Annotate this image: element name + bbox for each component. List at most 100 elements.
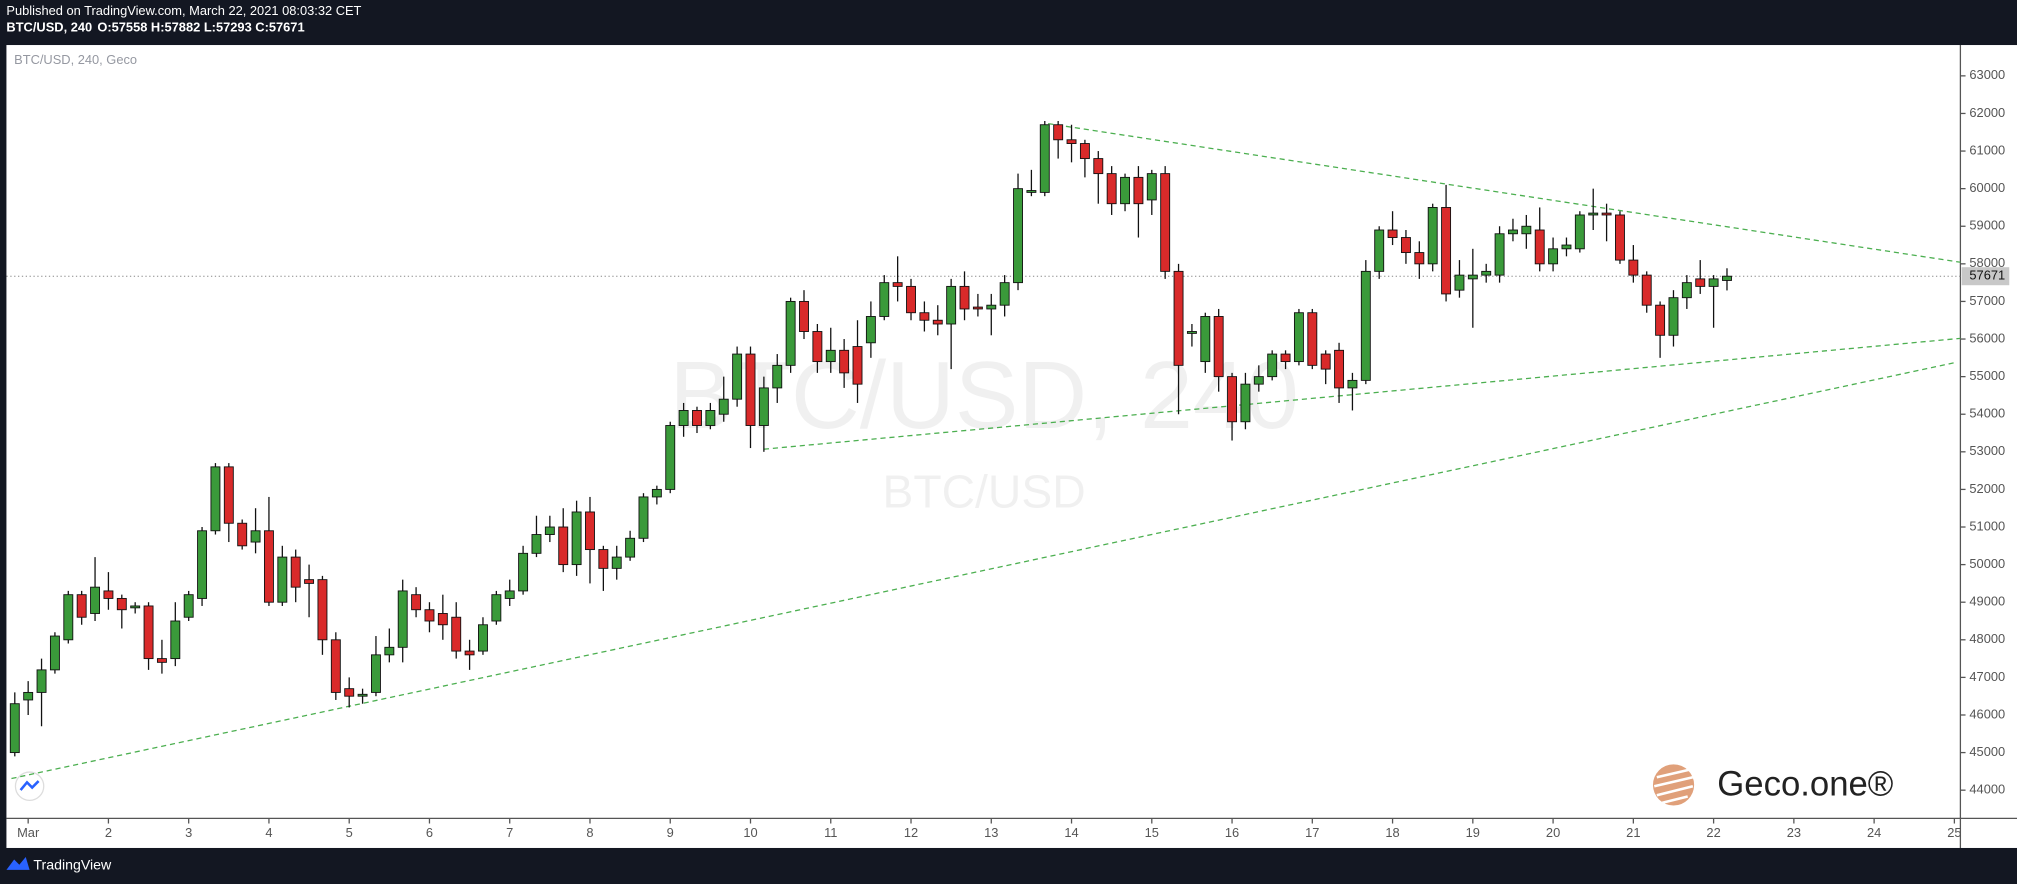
candle-body	[598, 549, 609, 569]
y-tick-label: 53000	[1969, 443, 2005, 458]
published-line: Published on TradingView.com, March 22, …	[6, 3, 361, 18]
candle-body	[1240, 383, 1251, 423]
candle-body	[1293, 312, 1304, 363]
candle-body	[344, 688, 355, 697]
candle-body	[1400, 237, 1411, 254]
candle-body	[1347, 379, 1358, 389]
x-tick-label: 17	[1305, 825, 1319, 840]
footer-text: TradingView	[33, 857, 112, 873]
candle-body	[972, 306, 983, 310]
candle-body	[919, 312, 930, 321]
candle-body	[197, 530, 208, 599]
candle-body	[1681, 282, 1692, 299]
candle-body	[1695, 278, 1706, 287]
candle-body	[1427, 206, 1438, 265]
x-tick-label: 6	[426, 825, 433, 840]
x-tick-label: 7	[506, 825, 513, 840]
y-tick-label: 48000	[1969, 631, 2005, 646]
last-price-label: 57671	[1969, 268, 2005, 283]
x-tick-label: 2	[105, 825, 112, 840]
chart-area	[6, 45, 2017, 848]
candle-body	[1160, 173, 1171, 272]
candle-body	[1494, 233, 1505, 276]
trendline	[11, 362, 1955, 780]
candle-body	[732, 353, 743, 400]
candle-body	[451, 616, 462, 652]
candle-body	[571, 511, 582, 566]
x-tick-label: 9	[667, 825, 674, 840]
candle-body	[665, 425, 676, 490]
x-tick-label: 22	[1706, 825, 1720, 840]
candle-body	[611, 556, 622, 569]
last-price-box	[1961, 267, 2010, 286]
y-tick-label: 52000	[1969, 481, 2005, 496]
x-tick-label: 24	[1867, 825, 1881, 840]
y-tick-label: 60000	[1969, 180, 2005, 195]
candle-body	[1414, 252, 1425, 265]
candle-body	[304, 579, 315, 584]
candle-body	[1013, 188, 1023, 284]
y-tick-label: 55000	[1969, 368, 2005, 383]
x-tick-label: 25	[1947, 825, 1961, 840]
x-tick-label: 13	[984, 825, 998, 840]
x-tick-label: 4	[265, 825, 272, 840]
candle-body	[1454, 274, 1465, 291]
candle-body	[678, 410, 689, 426]
candle-body	[1521, 225, 1532, 235]
candle-body	[1481, 270, 1492, 276]
candle-body	[1227, 376, 1238, 423]
candle-body	[210, 466, 221, 532]
y-tick-label: 61000	[1969, 142, 2005, 157]
candle-body	[103, 590, 114, 599]
x-tick-label: 15	[1145, 825, 1159, 840]
candle-body	[1280, 353, 1291, 363]
candle-body	[357, 693, 368, 697]
candle-body	[758, 387, 769, 426]
candle-body	[1615, 214, 1625, 261]
candle-body	[411, 594, 422, 611]
candle-body	[1655, 304, 1666, 336]
candle-body	[1708, 278, 1719, 287]
candle-body	[865, 316, 876, 344]
candle-body	[558, 526, 569, 566]
candle-body	[290, 556, 301, 588]
candle-body	[143, 605, 154, 660]
candle-body	[946, 285, 957, 325]
logo-stripes	[1653, 768, 1694, 805]
candle-body	[1467, 274, 1478, 280]
tv-badge	[14, 771, 45, 802]
logo-text: Geco.one®	[1717, 765, 1894, 803]
y-tick-label: 63000	[1969, 67, 2005, 82]
candle-body	[170, 620, 181, 660]
candle-body	[1320, 353, 1331, 370]
candle-body	[1668, 297, 1679, 336]
candle-body	[36, 669, 47, 693]
candle-body	[1601, 212, 1612, 216]
candle-body	[718, 398, 729, 415]
candle-body	[491, 594, 502, 622]
candle-body	[531, 534, 542, 554]
candle-body	[183, 594, 194, 618]
candle-body	[49, 635, 60, 671]
x-tick-label: 21	[1626, 825, 1640, 840]
candle-body	[237, 522, 248, 547]
candle-body	[504, 590, 515, 599]
candle-body	[424, 609, 435, 622]
candle-body	[1213, 316, 1224, 378]
candle-body	[23, 691, 34, 701]
y-tick-label: 46000	[1969, 706, 2005, 721]
candle-body	[277, 556, 288, 603]
x-tick-label: 20	[1546, 825, 1560, 840]
candle-body	[1267, 353, 1278, 378]
candle-body	[852, 346, 863, 385]
candle-body	[625, 537, 636, 558]
candle-body	[1200, 316, 1211, 363]
geco-logo: Geco.one®	[1652, 764, 1894, 806]
candle-body	[1574, 214, 1585, 250]
x-tick-label: 8	[586, 825, 593, 840]
badge-icon	[19, 780, 40, 791]
candle-body	[130, 605, 141, 609]
x-tick-label: 23	[1787, 825, 1801, 840]
x-tick-label: 18	[1385, 825, 1399, 840]
candle-body	[63, 594, 74, 641]
